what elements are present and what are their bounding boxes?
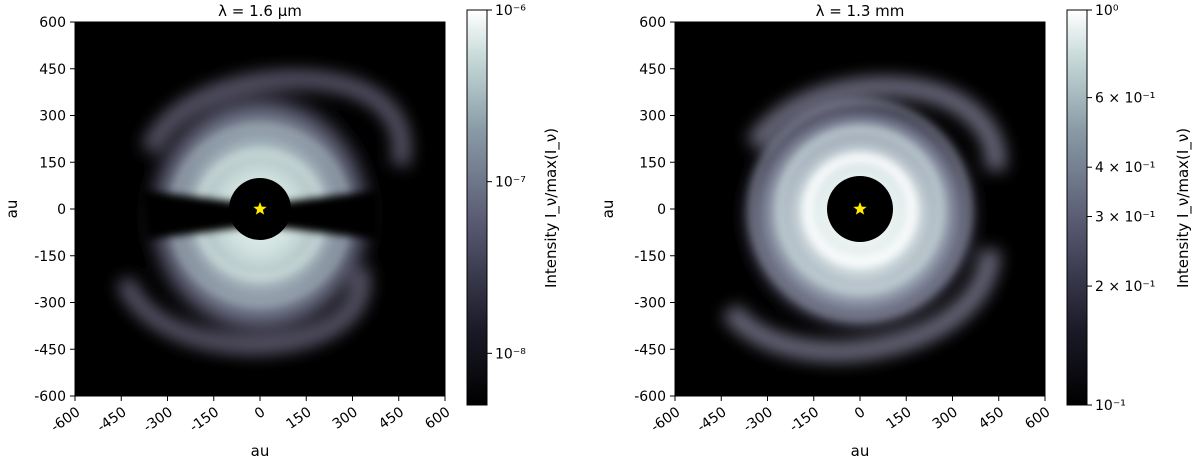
x-tick-label: 0	[852, 404, 868, 422]
x-tick-label: -150	[187, 404, 222, 435]
x-tick-label: -600	[48, 404, 83, 435]
colorbar: 10⁻⁶ 10⁻⁷ 10⁻⁸ Intensity I_ν/max(I_ν)	[466, 3, 561, 406]
y-tick-label: -300	[634, 296, 666, 312]
x-tick-label: -600	[648, 404, 683, 435]
x-tick-label: -450	[94, 404, 129, 435]
y-tick-label: -450	[34, 342, 66, 358]
image-plot	[675, 22, 1045, 396]
colorbar-ticks: 10⁰ 6 × 10⁻¹ 4 × 10⁻¹ 3 × 10⁻¹ 2 × 10⁻¹ 10⁻¹	[1087, 3, 1155, 414]
rings-mm	[748, 98, 972, 322]
spiral-arm-upper	[141, 70, 411, 167]
x-tick-label: 450	[376, 404, 407, 432]
image-plot	[75, 22, 445, 396]
y-tick-label: 600	[39, 15, 66, 31]
colorbar-tick-label: 10⁻⁶	[495, 3, 526, 19]
y-axis-label: au	[599, 200, 617, 219]
x-tick-label: -300	[741, 404, 776, 435]
x-tick-label: -150	[787, 404, 822, 435]
colorbar-tick-label: 4 × 10⁻¹	[1095, 160, 1155, 176]
spiral-arm-lower	[116, 267, 371, 355]
panel-title: λ = 1.3 mm	[816, 2, 905, 20]
y-tick-label: 450	[639, 62, 666, 78]
disk-midplane-shadow	[140, 190, 380, 240]
y-tick-label: -450	[634, 342, 666, 358]
x-tick-label: 150	[883, 404, 914, 432]
colorbar-tick-label: 10⁻¹	[1095, 398, 1126, 414]
y-tick-label: 0	[657, 202, 666, 218]
x-ticks: -600 -450 -300 -150 0 150 300 450 600	[648, 396, 1053, 436]
colorbar-tick-label: 10⁻⁷	[495, 175, 526, 191]
y-tick-label: -600	[34, 389, 66, 405]
y-tick-label: 450	[39, 62, 66, 78]
y-tick-label: 150	[639, 155, 666, 171]
star-marker	[253, 202, 267, 215]
y-tick-label: 0	[57, 202, 66, 218]
colorbar-label: Intensity I_ν/max(I_ν)	[542, 128, 561, 288]
y-tick-label: 150	[39, 155, 66, 171]
y-axis-label: au	[3, 200, 21, 219]
colorbar-fill	[1066, 9, 1088, 406]
spiral-arm-upper	[746, 76, 1006, 172]
x-tick-label: -450	[694, 404, 729, 435]
star-marker	[853, 202, 867, 215]
colorbar-tick-label: 10⁻⁸	[495, 346, 526, 362]
panel-mm: λ = 1.3 mm 6004503001500-150-300-450-600…	[599, 2, 1193, 460]
x-tick-label: 300	[330, 404, 361, 432]
y-tick-label: 600	[639, 15, 666, 31]
x-tick-label: 450	[976, 404, 1007, 432]
colorbar-tick-label: 6 × 10⁻¹	[1095, 91, 1155, 107]
x-tick-label: 600	[1022, 404, 1053, 432]
y-tick-label: 300	[639, 109, 666, 125]
x-tick-label: 150	[283, 404, 314, 432]
panel-nir: λ = 1.6 μm 6004503001500-150-300-450-600…	[3, 2, 561, 460]
y-tick-label: -150	[34, 249, 66, 265]
y-tick-label: -300	[34, 296, 66, 312]
x-tick-label: 300	[930, 404, 961, 432]
x-tick-label: 0	[252, 404, 268, 422]
colorbar-ticks: 10⁻⁶ 10⁻⁷ 10⁻⁸	[487, 3, 526, 362]
x-tick-label: -300	[141, 404, 176, 435]
x-tick-label: 600	[422, 404, 453, 432]
colorbar-tick-label: 10⁰	[1095, 3, 1119, 19]
colorbar-tick-label: 2 × 10⁻¹	[1095, 279, 1155, 295]
colorbar-tick-label: 3 × 10⁻¹	[1095, 210, 1155, 226]
panel-title: λ = 1.6 μm	[218, 2, 302, 20]
y-tick-label: -600	[634, 389, 666, 405]
spiral-arm-lower	[722, 249, 1000, 362]
x-ticks: -600 -450 -300 -150 0 150 300 450 600	[48, 396, 453, 436]
y-ticks: 600 450 300 150 0 -150 -300 -450 -600	[34, 15, 75, 405]
colorbar-label: Intensity I_ν/max(I_ν)	[1174, 128, 1193, 288]
y-ticks: 600 450 300 150 0 -150 -300 -450 -600	[634, 15, 675, 405]
y-tick-label: 300	[39, 109, 66, 125]
x-axis-label: au	[251, 442, 270, 460]
x-axis-label: au	[851, 442, 870, 460]
y-tick-label: -150	[634, 249, 666, 265]
colorbar-fill	[466, 9, 488, 406]
